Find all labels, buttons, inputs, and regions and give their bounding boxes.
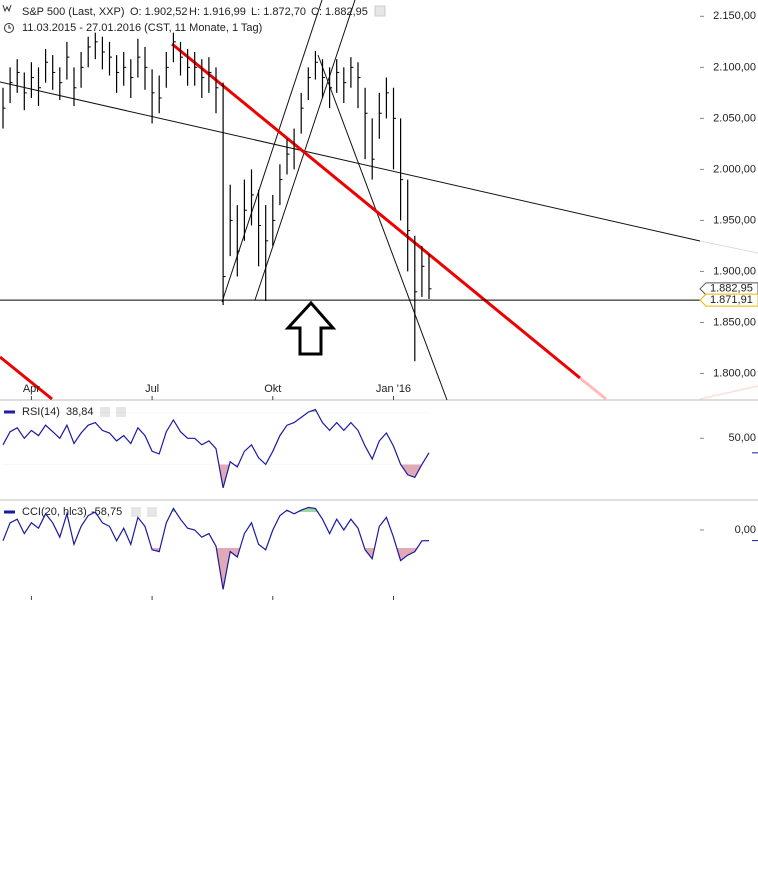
y-tick-label: 2.150,00 — [713, 10, 756, 22]
indicator-line — [2, 408, 430, 489]
header-icons — [2, 4, 386, 517]
y-tick-label: 1.850,00 — [713, 316, 756, 328]
stat: C: 1.882,95 — [311, 6, 368, 18]
x-tick-label: Jan '16 — [376, 383, 411, 395]
indicator-value: -58,75 — [91, 506, 122, 518]
stat: O: 1.902,52 — [130, 6, 188, 18]
x-tick-label: Apr — [23, 383, 40, 395]
price-marker-box — [699, 293, 758, 307]
indicator-name: CCI(20, hlc3) — [22, 506, 87, 518]
x-tick-label: Jul — [145, 383, 159, 395]
indicator-name: RSI(14) — [22, 406, 60, 418]
y-tick-label: 2.000,00 — [713, 163, 756, 175]
chart-title: S&P 500 (Last, XXP) — [22, 6, 125, 18]
price-marker-label: 1.871,91 — [710, 294, 753, 306]
price-marker-box — [699, 282, 758, 296]
indicator-value: 38,84 — [66, 406, 94, 418]
arrow — [284, 300, 337, 356]
price-marker-label: 1.882,95 — [710, 283, 753, 295]
x-tick-label: Okt — [264, 383, 281, 395]
y-tick-label: 50,00 — [728, 432, 756, 444]
trendlines — [0, 0, 758, 401]
y-tick-label: 2.050,00 — [713, 112, 756, 124]
y-tick-label: 1.950,00 — [713, 214, 756, 226]
stat: L: 1.872,70 — [251, 6, 306, 18]
indicator-line — [2, 506, 430, 590]
stat: H: 1.916,99 — [189, 6, 246, 18]
y-tick-label: 0,00 — [735, 524, 756, 536]
y-tick-label: 2.100,00 — [713, 61, 756, 73]
chart-subtitle: 11.03.2015 - 27.01.2016 (CST, 11 Monate,… — [22, 22, 262, 34]
y-tick-label: 1.900,00 — [713, 265, 756, 277]
y-tick-label: 1.800,00 — [713, 367, 756, 379]
